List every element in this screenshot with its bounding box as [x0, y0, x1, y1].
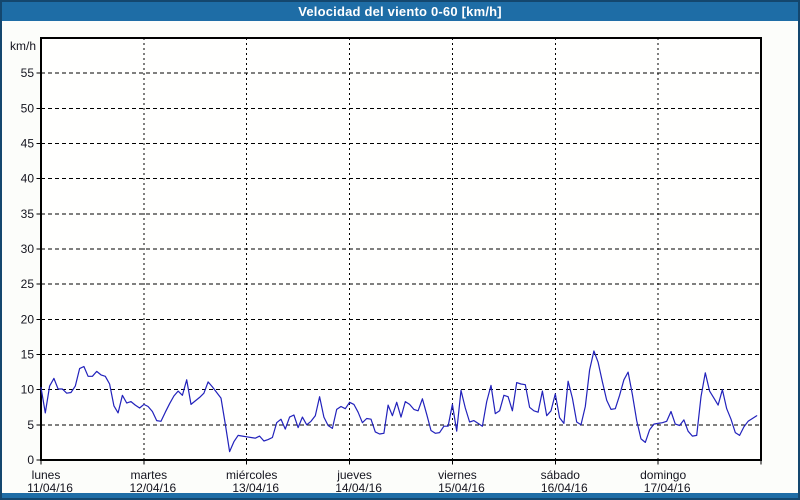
- x-tick-label-day: jueves: [336, 468, 372, 482]
- y-tick-label: 5: [27, 418, 34, 432]
- x-tick-label-day: sábado: [541, 468, 581, 482]
- x-tick-label-date: 15/04/16: [438, 481, 485, 495]
- y-tick-label: 20: [21, 312, 35, 326]
- y-tick-label: 25: [21, 277, 35, 291]
- y-tick-label: 10: [21, 383, 35, 397]
- x-tick-label-date: 13/04/16: [232, 481, 279, 495]
- x-tick-label-date: 12/04/16: [129, 481, 176, 495]
- x-tick-label-date: 16/04/16: [541, 481, 588, 495]
- x-tick-label-date: 11/04/16: [27, 481, 73, 495]
- x-tick-label-day: miércoles: [226, 468, 277, 482]
- chart-title: Velocidad del viento 0-60 [km/h]: [298, 4, 502, 19]
- plot-frame: [40, 37, 762, 461]
- footer-bar: [2, 493, 798, 498]
- y-tick-label: 40: [21, 172, 35, 186]
- y-tick-label: 45: [21, 137, 35, 151]
- y-tick-label: 50: [21, 101, 35, 115]
- x-tick-label-day: viernes: [438, 468, 477, 482]
- y-tick-label: 55: [21, 66, 35, 80]
- x-tick-label-date: 17/04/16: [644, 481, 691, 495]
- y-axis-unit-label: km/h: [10, 39, 36, 53]
- x-tick-label-day: lunes: [32, 468, 61, 482]
- y-tick-label: 35: [21, 207, 35, 221]
- x-tick-label-day: domingo: [640, 468, 686, 482]
- x-tick-label-day: martes: [131, 468, 168, 482]
- y-tick-label: 15: [21, 348, 35, 362]
- y-tick-label: 0: [27, 453, 34, 467]
- y-tick-label: 30: [21, 242, 35, 256]
- x-tick-label-date: 14/04/16: [335, 481, 382, 495]
- title-bar: Velocidad del viento 0-60 [km/h]: [2, 2, 798, 21]
- wind-speed-line: [40, 350, 758, 453]
